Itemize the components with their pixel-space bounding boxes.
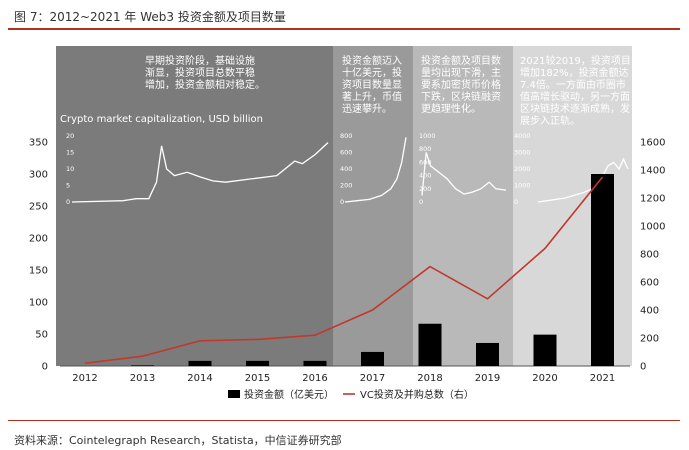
bar [188,360,212,366]
y-left-tick-label: 50 [35,330,48,341]
y-right-tick-label: 600 [640,278,659,289]
y-left-tick-label: 150 [29,266,48,277]
inset-price-line [71,142,329,203]
x-tick-label: 2013 [130,373,155,384]
phase-band [413,46,513,366]
legend-swatch-bars [228,390,240,398]
x-tick-label: 2012 [72,373,97,384]
inset-title: Crypto market capitalization, USD billio… [60,114,263,125]
phase-annotations: 早期投资阶段，基础设施渐显，投资项目总数平稳增加，投资金额相对稳定。 投资金额迈入… [145,54,631,127]
y-right-tick-label: 200 [640,334,659,345]
phase-annotation: 2021较2019，投资项目增加182%，投资金额达 7.4倍。一方面由币圈市值高… [520,54,631,127]
inset-tick-label: 400 [419,172,431,180]
bar [418,323,442,366]
inset-tick-label: 0 [514,198,518,206]
y-right-tick-label: 800 [640,250,659,261]
y-right-tick-label: 1600 [640,138,665,149]
inset-tick-label: 200 [340,182,352,190]
inset-tick-label: 0 [340,198,344,206]
chart: 2015105080060040020001000800600400200040… [29,46,665,401]
legend-bars-label: 投资金额（亿美元） [244,388,334,401]
bar [533,334,557,366]
inset-tick-label: 5 [66,182,70,190]
bar-series [131,174,614,366]
bar [246,360,269,366]
y-right-tick-label: 1400 [640,166,665,177]
y-right-tick-label: 400 [640,306,659,317]
inset-tick-label: 800 [419,145,431,153]
x-tick-label: 2017 [360,373,385,384]
inset-price-line [421,152,507,196]
figure-title: 图 7：2012~2021 年 Web3 投资金额及项目数量 [14,10,286,24]
source-note: 资料来源：Cointelegraph Research，Statista，中信证… [14,434,342,447]
x-tick-label: 2014 [187,373,212,384]
y-left-tick-label: 200 [29,234,48,245]
x-tick-label: 2020 [532,373,557,384]
phase-annotation: 投资金额及项目数量均出现下滑，主要系加密货币价格下跌，区块链融资更趋理性化。 [421,54,501,115]
inset-tick-label: 2000 [514,165,531,173]
inset-tick-label: 1000 [514,182,531,190]
bar [476,342,499,366]
phase-band [333,46,413,366]
y-right-tick-label: 1200 [640,194,665,205]
inset-price-line [344,137,407,203]
inset-tick-label: 400 [340,165,352,173]
bar [303,360,327,366]
left-axis: 0 50 100 150 200 250 300 350 [29,138,48,373]
bar [591,174,614,366]
vc-line [84,176,604,364]
legend-line-label: VC投资及并购总数（右） [360,388,474,401]
y-left-tick-label: 100 [29,298,48,309]
bottom-rule [8,420,680,421]
top-rule [8,28,680,30]
legend: 投资金额（亿美元） VC投资及并购总数（右） [228,388,474,401]
x-axis: 2012 2013 2014 2015 2016 2017 2018 2019 2020 2021 [72,373,615,384]
inset-tick-label: 600 [340,149,352,157]
inset-tick-label: 15 [66,149,74,157]
inset-tick-label: 1000 [419,132,436,140]
x-tick-label: 2019 [475,373,500,384]
phase-band [56,46,333,366]
inset-tick-label: 10 [66,165,74,173]
x-tick-label: 2015 [245,373,270,384]
y-left-tick-label: 0 [42,362,48,373]
y-right-tick-label: 0 [640,362,646,373]
phase-annotation: 投资金额迈入十亿美元，投资项目数量显著上升，币值迅速攀升。 [342,54,402,115]
x-tick-label: 2016 [302,373,327,384]
y-right-tick-label: 1000 [640,222,665,233]
inset-tick-label: 0 [419,198,423,206]
right-axis: 0 200 400 600 800 1000 1200 1400 1600 [640,138,665,373]
x-tick-label: 2021 [590,373,615,384]
y-left-tick-label: 300 [29,170,48,181]
x-tick-label: 2018 [417,373,442,384]
y-left-tick-label: 250 [29,202,48,213]
inset-tick-label: 4000 [514,132,531,140]
phase-annotation: 早期投资阶段，基础设施渐显，投资项目总数平稳增加，投资金额相对稳定。 [145,54,265,91]
inset-tick-label: 200 [419,185,431,193]
inset-tick-label: 20 [66,132,74,140]
y-left-tick-label: 350 [29,138,48,149]
inset-tick-label: 3000 [514,149,531,157]
inset-tick-label: 0 [66,198,70,206]
inset-tick-label: 800 [340,132,352,140]
bar [361,351,384,366]
bar [131,365,154,366]
